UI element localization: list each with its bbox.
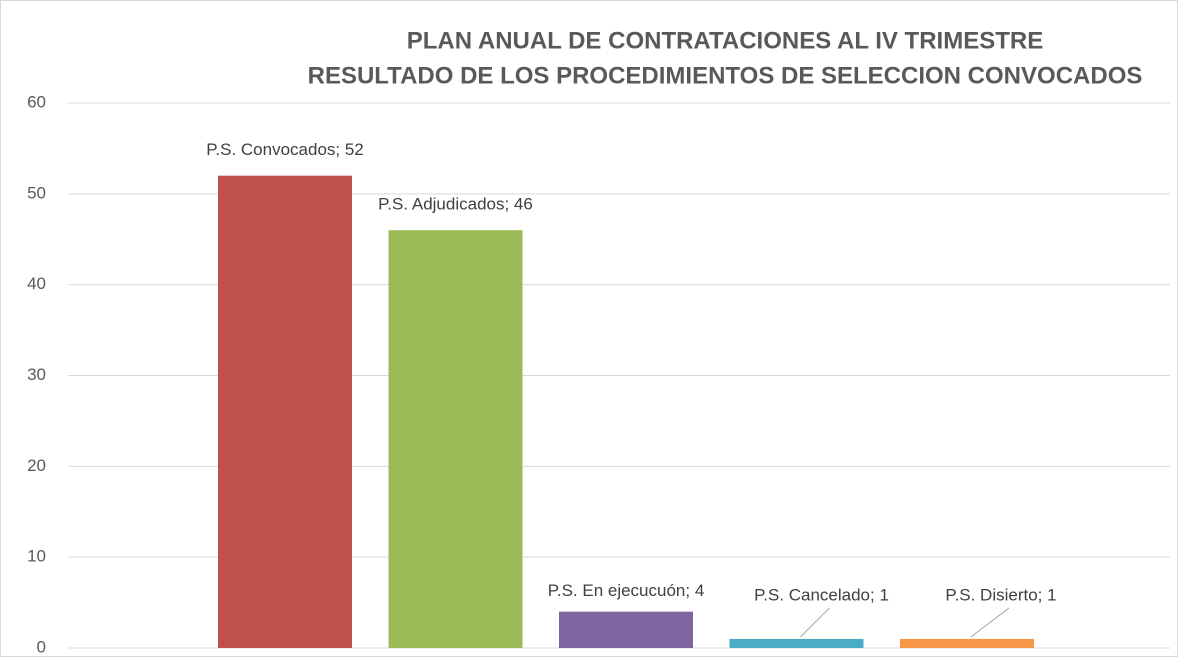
leader-line [970, 607, 1010, 638]
bar [218, 175, 352, 648]
bar [388, 230, 523, 648]
y-tick-label: 40 [27, 274, 46, 293]
bar [729, 638, 864, 648]
bar [559, 611, 693, 648]
data-label: P.S. Adjudicados; 46 [378, 195, 533, 214]
chart-title: PLAN ANUAL DE CONTRATACIONES AL IV TRIME… [407, 27, 1043, 54]
y-tick-label: 30 [27, 365, 46, 384]
leader-line [800, 607, 830, 638]
chart-subtitle: RESULTADO DE LOS PROCEDIMIENTOS DE SELEC… [308, 62, 1143, 89]
y-tick-label: 10 [27, 547, 46, 566]
data-label: P.S. Disierto; 1 [945, 585, 1056, 604]
data-label: P.S. En ejecucuón; 4 [548, 581, 705, 600]
y-tick-label: 60 [27, 92, 46, 111]
data-label: P.S. Convocados; 52 [206, 140, 364, 159]
y-tick-label: 50 [27, 183, 46, 202]
y-tick-label: 20 [27, 456, 46, 475]
data-label: P.S. Cancelado; 1 [754, 585, 889, 604]
bar [900, 638, 1034, 648]
y-tick-label: 0 [37, 637, 46, 656]
